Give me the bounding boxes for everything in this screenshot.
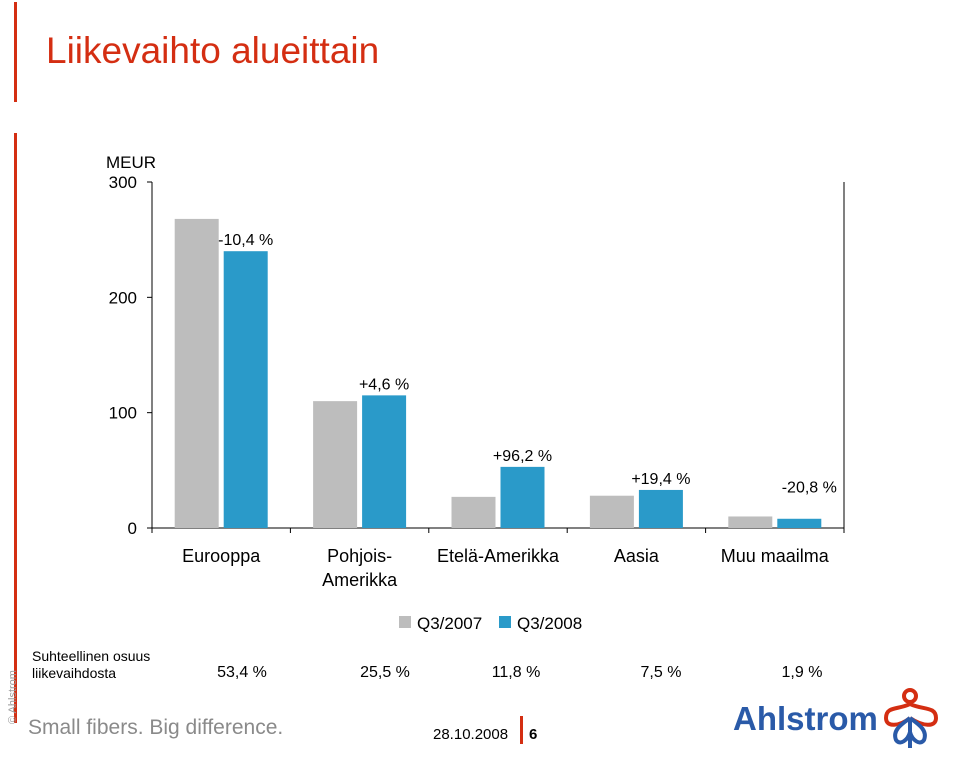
ahlstrom-logo-icon (883, 688, 939, 748)
bar-q3-2008 (500, 466, 545, 528)
ahlstrom-logo-text: Ahlstrom (733, 700, 878, 737)
change-label: -20,8 % (782, 479, 837, 496)
bar-q3-2007 (728, 516, 773, 528)
share-value: 11,8 % (491, 664, 541, 681)
y-tick-label: 100 (109, 404, 137, 423)
page-number: 6 (529, 726, 538, 743)
bar-q3-2007 (451, 496, 496, 528)
footer-rule (520, 716, 523, 744)
category-label: Amerikka (322, 570, 398, 590)
change-label: +19,4 % (631, 471, 690, 488)
tagline: Small fibers. Big difference. (28, 716, 284, 739)
category-label: Muu maailma (721, 546, 830, 566)
y-axis-unit-label: MEUR (106, 153, 156, 172)
category-label: Etelä-Amerikka (437, 546, 560, 566)
bar-q3-2008 (777, 518, 822, 528)
bar-q3-2007 (589, 495, 634, 528)
share-label-line-1: Suhteellinen osuus (32, 648, 151, 664)
bar-q3-2008 (362, 395, 407, 528)
share-value: 1,9 % (781, 664, 823, 681)
slide-title: Liikevaihto alueittain (46, 30, 380, 71)
copyright-text: © Ahlstrom (7, 670, 19, 724)
share-value: 53,4 % (217, 664, 267, 681)
bar-q3-2008 (223, 251, 268, 528)
share-value: 7,5 % (640, 664, 682, 681)
footer-date: 28.10.2008 (433, 726, 509, 743)
category-label: Eurooppa (182, 546, 261, 566)
legend-swatch (499, 616, 511, 628)
y-tick-label: 0 (128, 519, 137, 538)
bar-q3-2007 (174, 218, 219, 528)
share-label: Suhteellinen osuus liikevaihdosta (32, 648, 150, 682)
share-value: 25,5 % (360, 664, 410, 681)
bar-q3-2007 (313, 401, 358, 528)
category-label: Aasia (614, 546, 660, 566)
title-accent-rule (14, 2, 17, 102)
y-tick-label: 200 (109, 288, 137, 307)
legend-label: Q3/2007 (417, 614, 482, 633)
legend-swatch (399, 616, 411, 628)
share-label-line-2: liikevaihdosta (32, 665, 117, 681)
category-label: Pohjois- (327, 546, 392, 566)
bar-q3-2008 (638, 489, 683, 528)
change-label: +96,2 % (493, 448, 552, 465)
change-label: -10,4 % (218, 232, 273, 249)
legend-label: Q3/2008 (517, 614, 582, 633)
change-label: +4,6 % (359, 376, 409, 393)
y-tick-label: 300 (109, 173, 137, 192)
content-accent-rule (14, 133, 17, 723)
